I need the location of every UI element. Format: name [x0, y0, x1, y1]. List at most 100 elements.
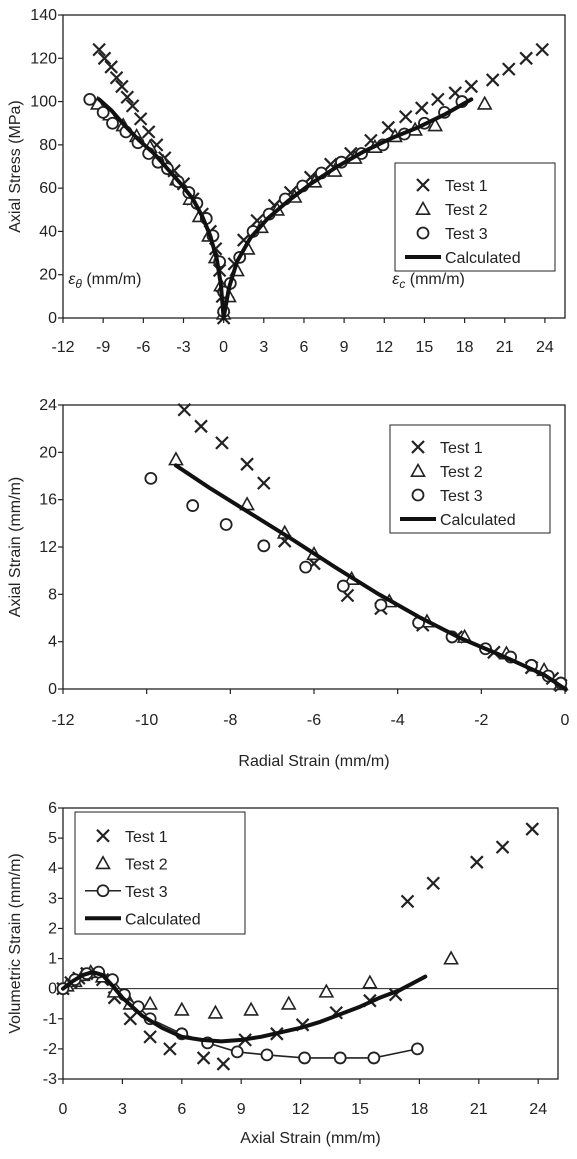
data-point: [535, 42, 550, 57]
x-tick-label: 18: [411, 1101, 429, 1118]
x-tick-label: -6: [307, 712, 321, 729]
calculated-curve: [97, 97, 226, 320]
marker-stroke: [143, 1030, 157, 1044]
legend-label: Test 1: [445, 178, 488, 195]
data-point: [97, 51, 112, 66]
marker-stroke: [485, 73, 500, 87]
legend-marker: [96, 884, 110, 898]
marker-stroke: [323, 157, 338, 172]
y-tick-label: 0: [48, 310, 57, 327]
data-point: [96, 105, 110, 119]
x-tick-label: -9: [96, 339, 110, 356]
marker-stroke: [364, 133, 378, 148]
y-tick-label: 3: [48, 890, 57, 907]
x-tick-label: 15: [351, 1101, 369, 1118]
legend-marker: [96, 828, 110, 843]
marker-stroke: [448, 86, 463, 100]
legend-label: Test 3: [445, 226, 488, 243]
data-point: [501, 62, 516, 76]
legend-label: Test 1: [440, 440, 483, 457]
legend-marker: [410, 462, 426, 478]
legend-entry: Test 3: [416, 226, 488, 243]
y-axis-label: Volumetric Strain (mm/m): [7, 853, 24, 1033]
legend: Test 1 Test 2 Test 3 Calculated: [389, 424, 551, 534]
y-tick-label: 140: [30, 7, 57, 24]
annotation-unit: (mm/m): [82, 271, 142, 288]
x-axis-label: Radial Strain (mm/m): [238, 753, 389, 770]
x-tick-label: 21: [470, 1101, 488, 1118]
data-point: [240, 457, 254, 471]
data-point: [207, 1004, 224, 1019]
marker-stroke: [97, 51, 112, 66]
y-tick-label: 1: [48, 951, 57, 968]
legend-marker: [411, 488, 425, 502]
marker-stroke: [411, 440, 425, 454]
marker-stroke: [426, 876, 441, 891]
x-tick-label: -2: [474, 712, 488, 729]
data-point: [106, 116, 119, 130]
data-point: [280, 995, 297, 1010]
x-tick-label: 0: [59, 1101, 68, 1118]
marker-stroke: [167, 164, 181, 178]
data-point: [398, 109, 413, 124]
data-point: [257, 539, 271, 553]
x-tick-label: -4: [391, 712, 405, 729]
legend-entry: Calculated: [405, 250, 521, 267]
marker-stroke: [340, 588, 355, 603]
data-point: [464, 79, 479, 94]
x-tick-label: 12: [292, 1101, 310, 1118]
data-point: [115, 79, 129, 94]
annotation-subscript: c: [399, 277, 405, 291]
calculated-curve: [221, 97, 474, 320]
y-tick-label: 40: [39, 223, 57, 240]
data-point: [104, 60, 118, 74]
x-tick-label: -12: [51, 339, 74, 356]
y-axis-label: Axial Strain (mm/m): [7, 477, 24, 617]
data-point: [374, 598, 388, 612]
marker-stroke: [495, 840, 510, 854]
marker-stroke: [381, 120, 396, 135]
marker-stroke: [519, 51, 533, 66]
data-point: [215, 436, 229, 450]
legend-label: Calculated: [125, 911, 201, 928]
data-point: [186, 499, 200, 512]
legend-entry: Test 2: [410, 462, 483, 481]
x-tick-label: 21: [496, 339, 514, 356]
y-tick-label: 0: [48, 981, 57, 998]
y-tick-label: -3: [43, 1071, 57, 1088]
data-point: [173, 1001, 190, 1016]
x-tick-label: 3: [259, 339, 268, 356]
x-tick-label: 0: [561, 712, 570, 729]
data-point: [216, 1057, 231, 1071]
y-tick-label: 4: [48, 860, 57, 877]
marker-stroke: [416, 178, 430, 192]
data-point: [219, 518, 233, 531]
marker-stroke: [414, 101, 429, 115]
y-tick-label: 6: [48, 800, 57, 817]
y-tick-label: 8: [48, 586, 57, 603]
data-point: [298, 1051, 311, 1065]
y-tick-label: 20: [39, 444, 57, 461]
data-point: [426, 876, 441, 891]
legend-entry: Calculated: [400, 512, 516, 529]
x-tick-label: -8: [223, 712, 237, 729]
x-tick-label: 15: [416, 339, 434, 356]
data-point: [470, 855, 484, 869]
x-tick-label: 12: [375, 339, 393, 356]
legend-marker: [415, 200, 431, 215]
data-point: [133, 112, 148, 126]
annotation-unit: (mm/m): [405, 271, 465, 288]
marker-stroke: [125, 99, 140, 113]
chart-1: 0 20 40 60 80 100 120 140 -12 -9 -6 -3 0 3 6 9 12 15 18 21 2…: [7, 7, 566, 356]
x-tick-label: 24: [536, 339, 554, 356]
marker-stroke: [398, 109, 413, 124]
marker-stroke: [92, 42, 106, 57]
legend-label: Test 3: [440, 488, 483, 505]
marker-stroke: [123, 1011, 138, 1026]
data-point: [92, 42, 106, 57]
data-point: [411, 1042, 424, 1056]
legend-marker: [411, 440, 425, 454]
data-point: [230, 1045, 244, 1059]
series-test-2: [59, 950, 459, 1019]
